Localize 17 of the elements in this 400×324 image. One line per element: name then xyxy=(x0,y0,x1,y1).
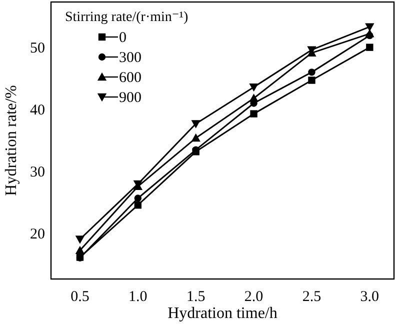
x-tick-label: 2.5 xyxy=(302,289,322,305)
y-tick-label: 50 xyxy=(30,40,45,56)
legend-label: 900 xyxy=(119,90,142,106)
legend-label: 0 xyxy=(119,30,126,46)
legend-label: 600 xyxy=(119,70,142,86)
y-tick-label: 20 xyxy=(30,226,45,243)
x-tick-label: 2.0 xyxy=(244,289,264,305)
x-axis-title: Hydration time/h xyxy=(168,305,278,322)
y-tick-label: 40 xyxy=(30,102,45,118)
y-axis-title: Hydration rate/% xyxy=(3,85,20,196)
x-tick-label: 1.5 xyxy=(186,289,206,305)
legend-title: Stirring rate/(r·min⁻¹) xyxy=(65,10,188,25)
legend-label: 300 xyxy=(119,50,142,66)
x-tick-label: 3.0 xyxy=(360,289,380,305)
x-tick-label: 0.5 xyxy=(70,289,90,305)
y-tick-label: 30 xyxy=(30,164,45,181)
x-tick-label: 1.0 xyxy=(128,289,148,305)
